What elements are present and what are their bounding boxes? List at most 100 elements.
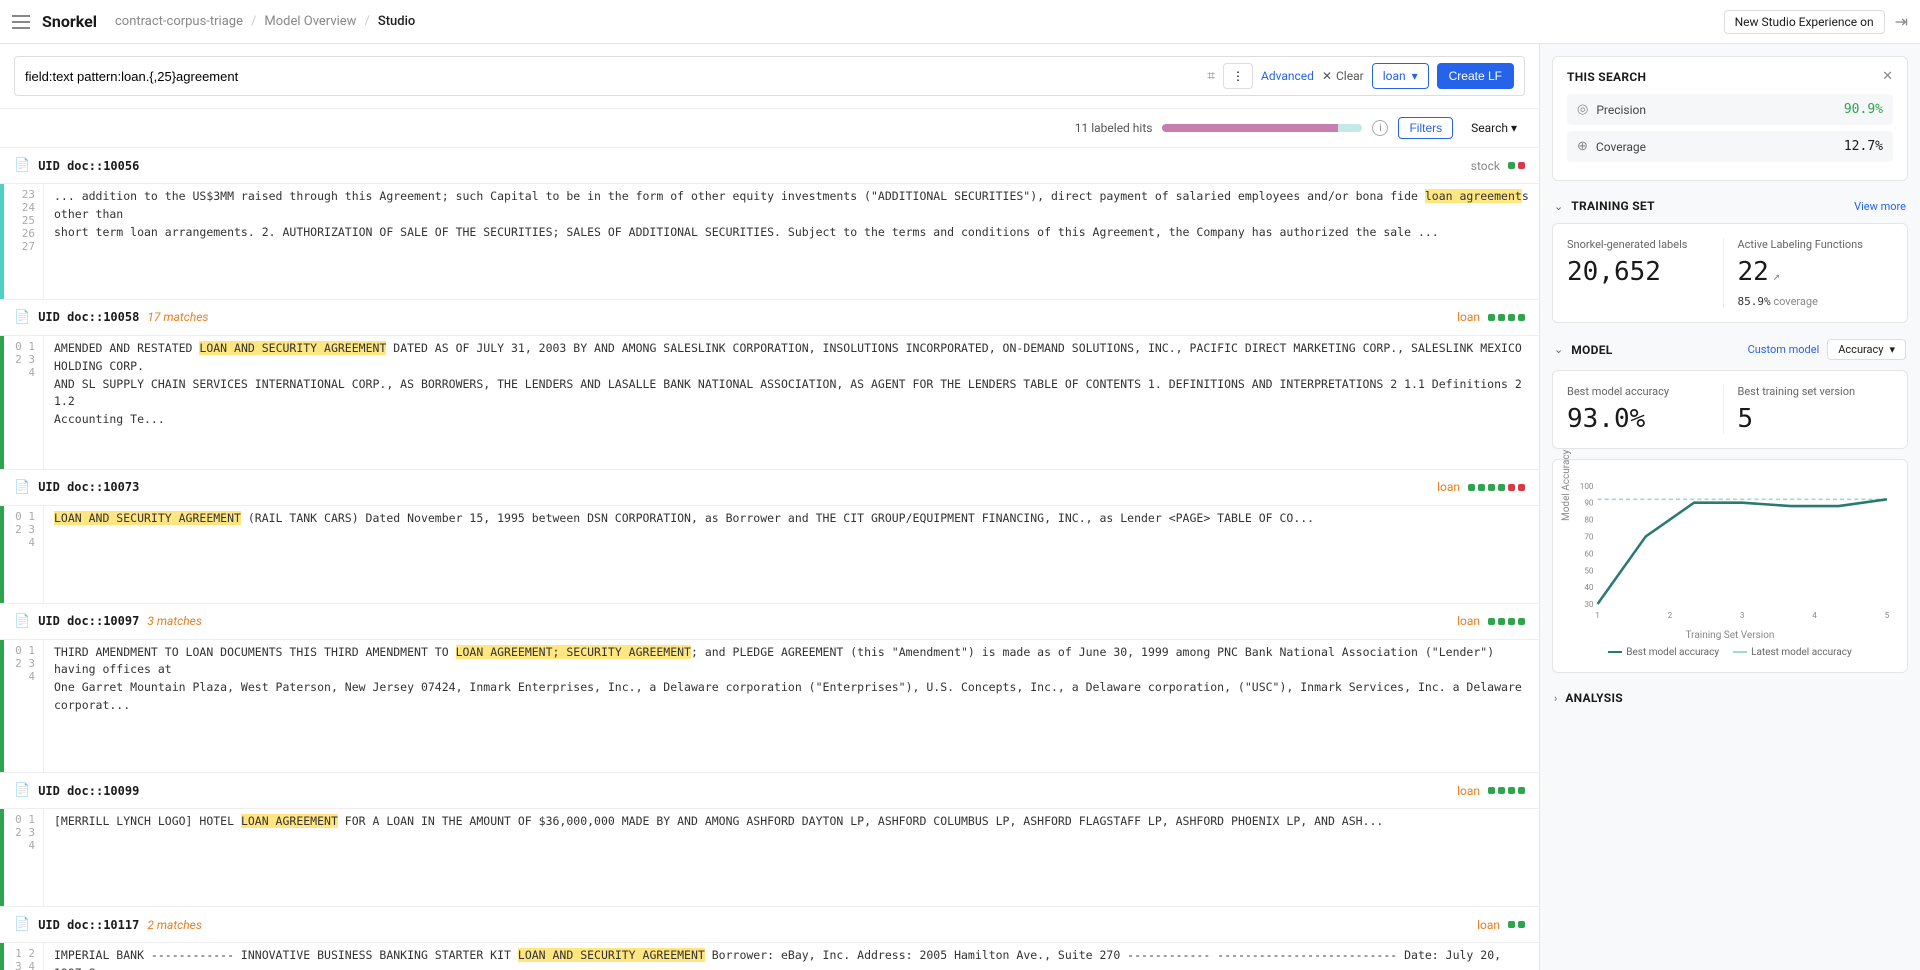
match-count: 3 matches [147, 614, 202, 628]
expand-icon[interactable]: ⇥ [1895, 12, 1908, 31]
experience-toggle[interactable]: New Studio Experience on [1724, 10, 1885, 34]
doc-block: 📄 UID doc::10117 2 matches loan1 2 3 4 5 IM… [0, 907, 1539, 970]
document-icon: 📄 [14, 480, 30, 495]
doc-tag: loan [1477, 918, 1500, 932]
info-icon[interactable]: i [1372, 120, 1388, 136]
doc-text: IMPERIAL BANK ------------ INNOVATIVE BU… [44, 943, 1539, 970]
coverage-row: ⊕Coverage 12.7% [1567, 131, 1893, 162]
chevron-down-icon: ⌄ [1554, 200, 1563, 213]
label-dots [1488, 618, 1525, 625]
coverage-value: 12.7% [1844, 139, 1883, 154]
svg-text:1: 1 [1595, 610, 1600, 620]
doc-tag: loan [1437, 480, 1460, 494]
doc-uid[interactable]: UID doc::10097 [38, 614, 139, 628]
doc-tag: stock [1471, 159, 1500, 173]
hits-progress [1162, 124, 1362, 132]
doc-uid[interactable]: UID doc::10099 [38, 784, 139, 798]
model-header[interactable]: ⌄ MODEL Custom model Accuracy▾ [1552, 333, 1908, 366]
match-count: 17 matches [147, 310, 208, 324]
precision-value: 90.9% [1844, 102, 1883, 117]
close-icon[interactable]: ✕ [1882, 69, 1893, 84]
doc-text: AMENDED AND RESTATED LOAN AND SECURITY A… [44, 336, 1539, 469]
accuracy-select[interactable]: Accuracy▾ [1827, 339, 1906, 360]
line-gutter: 0 1 2 3 4 [4, 336, 44, 469]
analysis-header[interactable]: › ANALYSIS [1552, 685, 1908, 711]
doc-uid[interactable]: UID doc::10058 [38, 310, 139, 324]
best-version-value: 5 [1738, 404, 1894, 434]
generated-labels-value: 20,652 [1567, 257, 1723, 287]
globe-icon: ⊕ [1577, 139, 1588, 154]
match-count: 2 matches [147, 918, 202, 932]
precision-row: ◎Precision 90.9% [1567, 94, 1893, 125]
hits-bar: 11 labeled hits i Filters Search ▾ [0, 109, 1539, 148]
line-gutter: 23 24 25 26 27 [4, 184, 44, 299]
doc-uid[interactable]: UID doc::10073 [38, 480, 139, 494]
label-dots [1488, 787, 1525, 794]
doc-block: 📄UID doc::10099loan0 1 2 3 4 [MERRILL LY… [0, 773, 1539, 907]
document-icon: 📄 [14, 310, 30, 325]
svg-text:40: 40 [1584, 582, 1594, 592]
regex-icon[interactable]: ⌗ [1207, 68, 1215, 84]
doc-text: ... addition to the US$3MM raised throug… [44, 184, 1539, 299]
model-stats: Best model accuracy 93.0% Best training … [1552, 370, 1908, 449]
line-gutter: 0 1 2 3 4 [4, 809, 44, 906]
topbar: Snorkel contract-corpus-triage / Model O… [0, 0, 1920, 44]
svg-text:5: 5 [1885, 610, 1890, 620]
best-accuracy-value: 93.0% [1567, 404, 1723, 434]
crumb-project[interactable]: contract-corpus-triage [115, 14, 243, 29]
crumb-studio: Studio [378, 14, 415, 29]
doc-block: 📄 UID doc::10058 17 matches loan0 1 2 3 4 A… [0, 300, 1539, 470]
hits-label: 11 labeled hits [1075, 121, 1153, 135]
create-lf-button[interactable]: Create LF [1437, 63, 1514, 89]
doc-block: 📄 UID doc::10073 loan0 1 2 3 4 LOAN AND SE… [0, 470, 1539, 604]
doc-block: 📄UID doc::100973 matchesloan0 1 2 3 4 TH… [0, 604, 1539, 774]
label-dots [1508, 162, 1525, 169]
doc-uid[interactable]: UID doc::10056 [38, 159, 139, 173]
svg-text:90: 90 [1584, 498, 1594, 508]
chevron-right-icon: › [1554, 692, 1557, 705]
active-lfs-value: 22↗ [1738, 257, 1894, 287]
svg-text:3: 3 [1740, 610, 1745, 620]
document-icon: 📄 [14, 614, 30, 629]
external-icon[interactable]: ↗ [1773, 269, 1780, 283]
label-dots [1508, 921, 1525, 928]
breadcrumb: contract-corpus-triage / Model Overview … [115, 14, 415, 29]
svg-text:60: 60 [1584, 548, 1594, 558]
filters-button[interactable]: Filters [1398, 117, 1453, 139]
label-select[interactable]: loan▾ [1372, 63, 1429, 89]
document-icon: 📄 [14, 158, 30, 173]
chart-legend: Best model accuracy Latest model accurac… [1567, 647, 1893, 658]
doc-uid[interactable]: UID doc::10117 [38, 918, 139, 932]
custom-model-link[interactable]: Custom model [1748, 343, 1820, 356]
model-chart: Model Accuracy 3040506070809010012345 Tr… [1552, 459, 1908, 673]
advanced-link[interactable]: Advanced [1261, 69, 1314, 83]
document-icon: 📄 [14, 917, 30, 932]
training-stats: Snorkel-generated labels 20,652 Active L… [1552, 223, 1908, 323]
this-search-title: THIS SEARCH [1567, 70, 1646, 84]
view-more-link[interactable]: View more [1854, 200, 1906, 213]
more-button[interactable]: ⋮ [1223, 63, 1253, 89]
doc-text: LOAN AND SECURITY AGREEMENT (RAIL TANK C… [44, 506, 1539, 603]
clear-button[interactable]: ✕Clear [1322, 69, 1364, 83]
doc-tag: loan [1457, 310, 1480, 324]
svg-text:2: 2 [1668, 610, 1673, 620]
this-search-card: THIS SEARCH ✕ ◎Precision 90.9% ⊕Coverage… [1552, 56, 1908, 181]
svg-text:50: 50 [1584, 565, 1594, 575]
doc-block: 📄 UID doc::10056 stock23 24 25 26 27 ... a… [0, 148, 1539, 300]
search-dropdown[interactable]: Search ▾ [1463, 118, 1525, 138]
line-gutter: 0 1 2 3 4 [4, 506, 44, 603]
search-input[interactable] [25, 69, 1199, 84]
main-panel: ⌗ ⋮ Advanced ✕Clear loan▾ Create LF 11 l… [0, 44, 1540, 970]
line-gutter: 1 2 3 4 5 [4, 943, 44, 970]
doc-text: THIRD AMENDMENT TO LOAN DOCUMENTS THIS T… [44, 640, 1539, 773]
svg-text:80: 80 [1584, 515, 1594, 525]
doc-text: [MERRILL LYNCH LOGO] HOTEL LOAN AGREEMEN… [44, 809, 1539, 906]
accuracy-chart: 3040506070809010012345 [1567, 476, 1893, 626]
menu-icon[interactable] [12, 15, 30, 29]
crumb-overview[interactable]: Model Overview [264, 14, 356, 29]
training-header[interactable]: ⌄ TRAINING SET View more [1552, 193, 1908, 219]
svg-text:30: 30 [1584, 599, 1594, 609]
doc-tag: loan [1457, 784, 1480, 798]
svg-text:4: 4 [1812, 610, 1817, 620]
chevron-down-icon: ⌄ [1554, 343, 1563, 356]
